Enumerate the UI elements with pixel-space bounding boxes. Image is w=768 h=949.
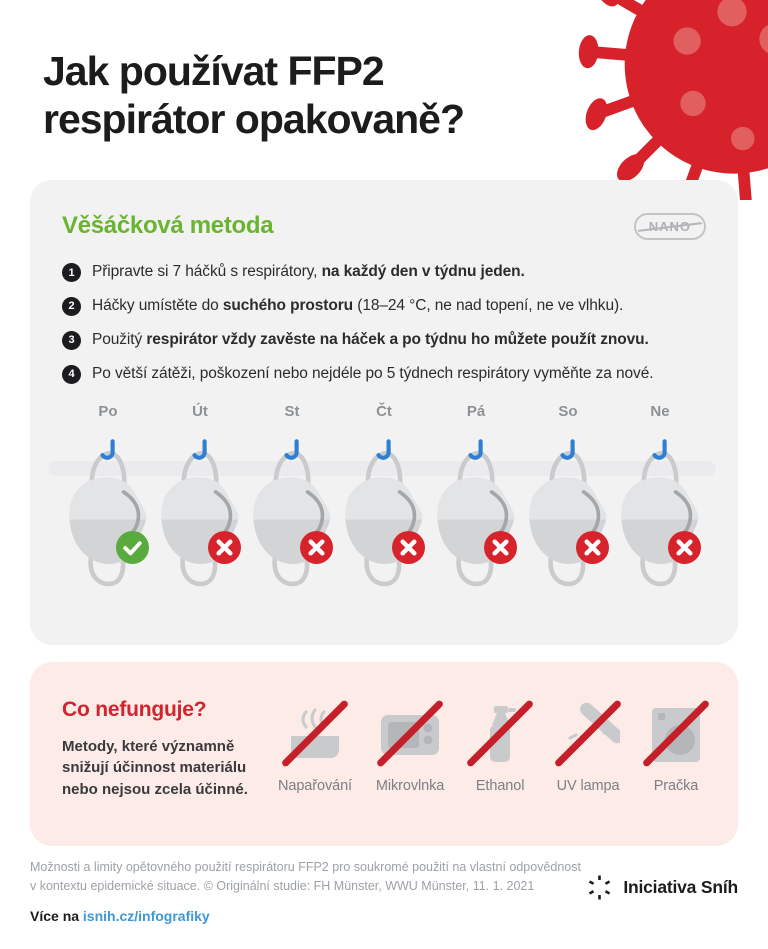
spray-bottle-icon: [465, 699, 535, 768]
step-text: Po větší zátěži, poškození nebo nejdéle …: [92, 364, 654, 382]
not-working-item-label: Pračka: [653, 778, 699, 794]
page-title-line2: respirátor opakovaně?: [43, 95, 465, 142]
step-number: 2: [62, 296, 81, 316]
respirator-illustration: [161, 438, 239, 586]
microwave-icon: [375, 699, 445, 768]
day-label: Čt: [376, 402, 392, 420]
respirator-illustration: [253, 438, 331, 586]
more-label: Více na: [30, 907, 80, 924]
not-working-item-label: UV lampa: [556, 778, 620, 794]
not-working-description: Metody, které významně snižují účinnost …: [62, 738, 248, 798]
respirator-illustration: [345, 438, 423, 586]
cross-icon: [300, 530, 333, 564]
method-heading: Věšáčková metoda: [62, 212, 274, 239]
not-working-card: Co nefunguje? Metody, které významně sni…: [30, 662, 738, 846]
cross-icon: [392, 530, 425, 564]
day-column: Ne: [614, 403, 706, 593]
brand-name: Iniciativa Sníh: [623, 877, 738, 897]
disclaimer-line2: v kontextu epidemické situace. © Originá…: [30, 878, 535, 893]
method-step: 4 Po větší zátěži, poškození nebo nejdéle…: [62, 364, 706, 385]
page-title-line1: Jak používat FFP2: [43, 48, 385, 94]
status-no-badge: [392, 530, 425, 564]
footer: Možnosti a limity opětovného použití res…: [30, 858, 738, 924]
day-label: St: [284, 402, 300, 420]
not-working-item: UV lampa: [553, 699, 623, 794]
check-icon: [116, 530, 149, 564]
method-step: 2 Háčky umístěte do suchého prostoru (18–…: [62, 296, 706, 317]
disclaimer-line1: Možnosti a limity opětovného použití res…: [30, 860, 581, 874]
step-text: Použitý respirátor vždy zavěste na háček…: [92, 330, 649, 348]
not-working-items: Napařování Mikrovlnka Ethanol UV lampa: [278, 698, 711, 846]
step-text: Háčky umístěte do suchého prostoru (18–2…: [92, 296, 624, 314]
status-no-badge: [484, 530, 517, 564]
status-no-badge: [576, 530, 609, 564]
not-working-item: Pračka: [641, 699, 711, 794]
page-title: Jak používat FFP2 respirátor opakovaně?: [43, 48, 465, 144]
day-column: St: [246, 403, 338, 593]
not-working-item: Mikrovlnka: [375, 699, 445, 794]
respirator-illustration: [437, 438, 515, 586]
steam-pot-icon: [280, 699, 350, 768]
status-no-badge: [208, 530, 241, 564]
respirator-illustration: [69, 438, 147, 586]
snowflake-burst-icon: [589, 875, 611, 900]
step-number: 1: [62, 263, 81, 282]
not-working-heading: Co nefunguje?: [62, 698, 207, 721]
respirator-illustration: [621, 438, 699, 586]
day-label: So: [558, 402, 578, 420]
not-working-item-label: Mikrovlnka: [375, 778, 445, 794]
cross-icon: [576, 530, 609, 564]
day-label: Ne: [650, 402, 670, 420]
step-number: 3: [62, 330, 81, 350]
day-grid: Po Út St Čt Pá: [62, 403, 706, 593]
cross-icon: [208, 530, 241, 564]
not-working-item: Napařování: [278, 699, 352, 794]
method-step: 3 Použitý respirátor vždy zavěste na háče…: [62, 330, 706, 351]
nano-badge: NANO: [633, 212, 706, 240]
respirator-illustration: [529, 438, 607, 586]
not-working-item-label: Ethanol: [475, 778, 525, 794]
day-label: Pá: [466, 402, 486, 420]
day-label: Po: [98, 402, 118, 420]
step-number: 4: [62, 364, 81, 384]
not-working-item: Ethanol: [465, 699, 535, 794]
day-label: Út: [192, 402, 208, 420]
coronavirus-illustration: [578, 0, 768, 200]
day-column: Pá: [430, 403, 522, 593]
not-working-item-label: Napařování: [278, 778, 352, 794]
method-step: 1 Připravte si 7 háčků s respirátory, na …: [62, 262, 706, 283]
washing-machine-icon: [641, 699, 711, 768]
method-steps: 1 Připravte si 7 háčků s respirátory, na …: [62, 262, 706, 385]
cross-icon: [484, 530, 517, 564]
brand-logo: Iniciativa Sníh: [586, 874, 738, 901]
uv-lamp-icon: [553, 699, 623, 768]
step-text: Připravte si 7 háčků s respirátory, na k…: [92, 263, 525, 280]
week-hanger-row: Po Út St Čt Pá: [48, 403, 716, 628]
day-column: So: [522, 403, 614, 593]
cross-icon: [668, 530, 701, 564]
day-column: Út: [154, 403, 246, 593]
hanger-method-card: Věšáčková metoda NANO 1 Připravte si 7 há…: [30, 180, 738, 645]
day-column: Po: [62, 403, 154, 593]
day-column: Čt: [338, 403, 430, 593]
status-ok-badge: [116, 530, 149, 564]
status-no-badge: [300, 530, 333, 564]
status-no-badge: [668, 530, 701, 564]
infographics-link[interactable]: isnih.cz/infografiky: [82, 907, 210, 924]
